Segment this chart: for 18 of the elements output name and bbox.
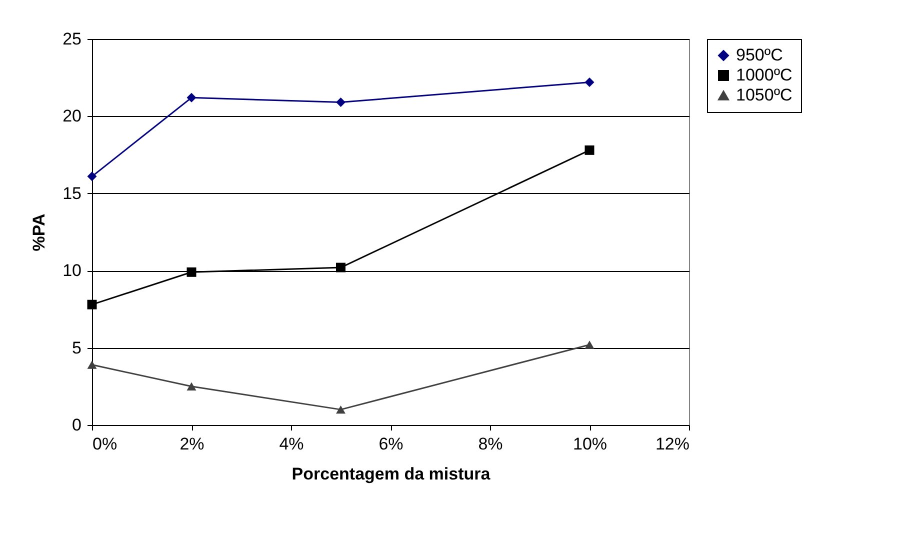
y-tick-label: 15 bbox=[62, 184, 82, 203]
legend-label: 1050ºC bbox=[736, 86, 792, 104]
y-axis-title: %PA bbox=[30, 214, 49, 252]
y-tick-label: 20 bbox=[62, 106, 82, 126]
x-tick-label: 12% bbox=[655, 434, 690, 454]
x-tick-label: 8% bbox=[478, 434, 503, 454]
legend-label: 950ºC bbox=[736, 46, 783, 64]
legend-label: 1000ºC bbox=[736, 66, 792, 84]
x-axis-title: Porcentagem da mistura bbox=[292, 464, 491, 484]
y-tick-label: 0 bbox=[72, 416, 82, 434]
y-tick-label: 10 bbox=[62, 261, 82, 280]
x-tick-label: 6% bbox=[378, 434, 404, 454]
x-tick-label: 2% bbox=[180, 434, 204, 454]
y-tick-label: 5 bbox=[72, 338, 82, 358]
x-tick-label: 0% bbox=[92, 434, 118, 454]
x-tick-label: 10% bbox=[572, 434, 608, 454]
x-tick-label: 4% bbox=[279, 434, 304, 454]
y-tick-label: 25 bbox=[62, 30, 82, 48]
